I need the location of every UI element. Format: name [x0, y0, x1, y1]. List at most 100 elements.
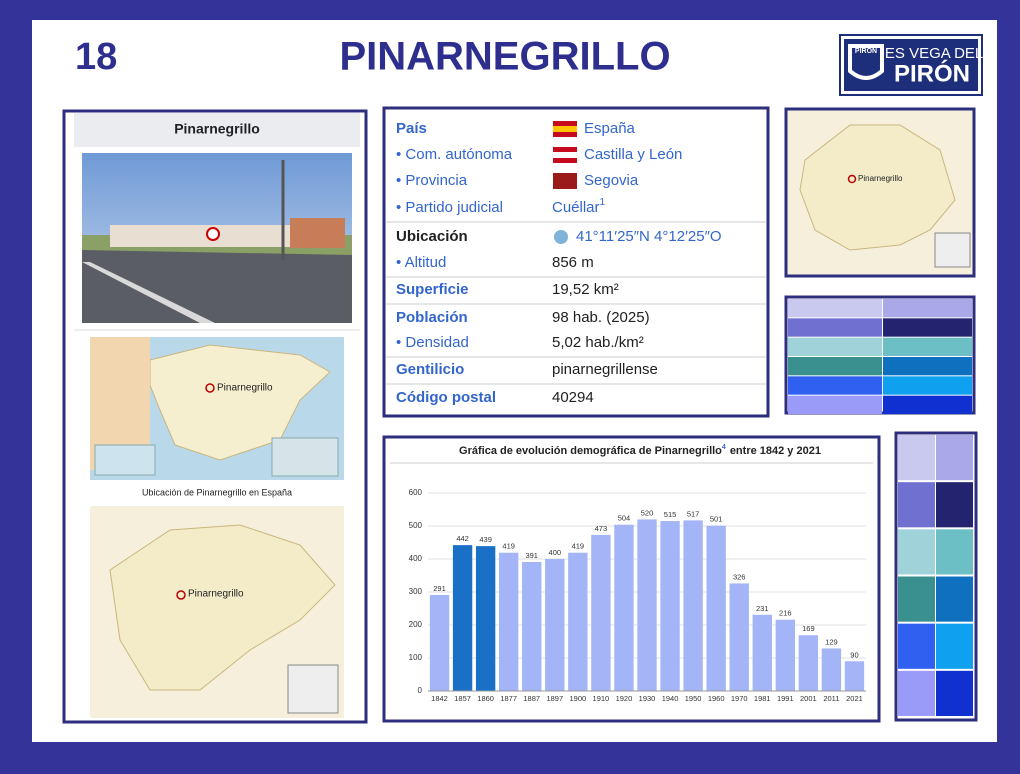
value-label: 400	[549, 548, 562, 557]
value-label: 504	[618, 514, 631, 523]
value-label: 326	[733, 572, 746, 581]
swatch	[936, 623, 973, 669]
bar	[637, 519, 657, 691]
row-value-text: 40294	[552, 389, 594, 406]
value-label: 291	[433, 584, 446, 593]
y-tick-label: 100	[409, 653, 423, 662]
row-label: Superficie	[396, 281, 469, 298]
bar	[844, 661, 865, 691]
value-label: 169	[802, 624, 815, 633]
bar	[821, 648, 842, 691]
bar	[614, 524, 634, 691]
left-panel: Pinarnegrillo Pinarnegrillo Ubicación de…	[62, 109, 368, 724]
bar	[729, 583, 749, 691]
swatch	[883, 376, 972, 395]
flag-band	[553, 152, 577, 158]
bar	[798, 635, 819, 691]
swatch	[898, 670, 935, 716]
swatch	[883, 299, 972, 318]
swatch	[788, 395, 882, 414]
value-label: 520	[641, 508, 654, 517]
row-value: 856 m	[552, 254, 594, 271]
x-tick-label: 1960	[708, 694, 725, 703]
row-label: Ubicación	[396, 228, 468, 245]
x-tick-label: 2011	[823, 694, 839, 703]
x-tick-label: 1930	[639, 694, 656, 703]
row-value: 98 hab. (2025)	[552, 309, 650, 326]
y-tick-label: 200	[409, 620, 423, 629]
y-tick-label: 300	[409, 587, 423, 596]
bar	[752, 614, 772, 691]
x-tick-label: 1970	[731, 694, 748, 703]
x-tick-label: 1857	[454, 694, 471, 703]
x-tick-label: 1920	[616, 694, 633, 703]
map-label: Pinarnegrillo	[217, 383, 273, 394]
logo: PIRON IES VEGA DEL PIRÓN	[839, 34, 983, 96]
swatch	[788, 357, 882, 376]
chart-title-main: Gráfica de evolución demográfica de Pina…	[459, 445, 722, 457]
swatch	[898, 482, 935, 528]
value-label: 515	[664, 510, 677, 519]
swatch	[936, 482, 973, 528]
x-tick-label: 2021	[846, 694, 863, 703]
row-value-text: Cuéllar	[552, 199, 600, 216]
row-value: Castilla y León	[584, 146, 682, 163]
slide-title: PINARNEGRILLO	[339, 35, 670, 79]
row-label: • Altitud	[396, 254, 446, 271]
infobox-title: Pinarnegrillo	[174, 121, 260, 137]
x-tick-label: 2001	[800, 694, 817, 703]
x-tick-label: 1910	[593, 694, 610, 703]
value-label: 419	[572, 542, 585, 551]
y-tick-label: 0	[418, 686, 423, 695]
row-value-text: 5,02 hab./km²	[552, 334, 644, 351]
swatch	[898, 435, 935, 481]
row-value: 41°11′25″N 4°12′25″O	[576, 228, 722, 245]
row-value: Segovia	[584, 172, 639, 189]
row-value: 5,02 hab./km²	[552, 334, 644, 351]
bar	[706, 525, 726, 691]
swatch	[898, 576, 935, 622]
row-value: 40294	[552, 389, 594, 406]
bar	[452, 545, 473, 691]
row-label: • Provincia	[396, 172, 468, 189]
row-label: Código postal	[396, 389, 496, 406]
swatch	[936, 670, 973, 716]
row-label: Población	[396, 309, 468, 326]
flag-band	[553, 178, 577, 184]
row-label: • Com. autónoma	[396, 146, 513, 163]
row-value: España	[584, 120, 636, 137]
value-label: 501	[710, 515, 723, 524]
swatch	[936, 435, 973, 481]
color-swatches	[784, 295, 978, 722]
swatch	[883, 318, 972, 337]
row-value-text: Segovia	[584, 172, 639, 189]
bar	[775, 619, 795, 691]
bar	[429, 594, 450, 691]
swatch	[883, 337, 972, 356]
row-label: • Partido judicial	[396, 199, 503, 216]
infobox-table: País España • Com. autónoma Castilla y León…	[382, 106, 770, 418]
logo-badge: PIRON	[855, 48, 877, 55]
row-value: 19,52 km²	[552, 281, 619, 298]
province-map-label: Pinarnegrillo	[188, 589, 244, 600]
x-tick-label: 1897	[546, 694, 563, 703]
row-value: pinarnegrillense	[552, 361, 658, 378]
y-tick-label: 500	[409, 521, 423, 530]
slide-number: 18	[75, 36, 117, 78]
row-label: • Densidad	[396, 334, 469, 351]
swatch	[788, 318, 882, 337]
swatch	[936, 529, 973, 575]
bar	[660, 521, 680, 691]
value-label: 231	[756, 604, 769, 613]
value-label: 129	[825, 637, 838, 646]
swatch	[898, 529, 935, 575]
bar	[568, 552, 588, 691]
chart-title: Gráfica de evolución demográfica de Pina…	[459, 444, 821, 457]
flag-band	[553, 126, 577, 132]
swatch	[788, 299, 882, 318]
row-value-text: 856 m	[552, 254, 594, 271]
row-value-text: 41°11′25″N 4°12′25″O	[576, 228, 722, 245]
chart-title-end: entre 1842 y 2021	[730, 445, 821, 457]
x-tick-label: 1981	[754, 694, 771, 703]
